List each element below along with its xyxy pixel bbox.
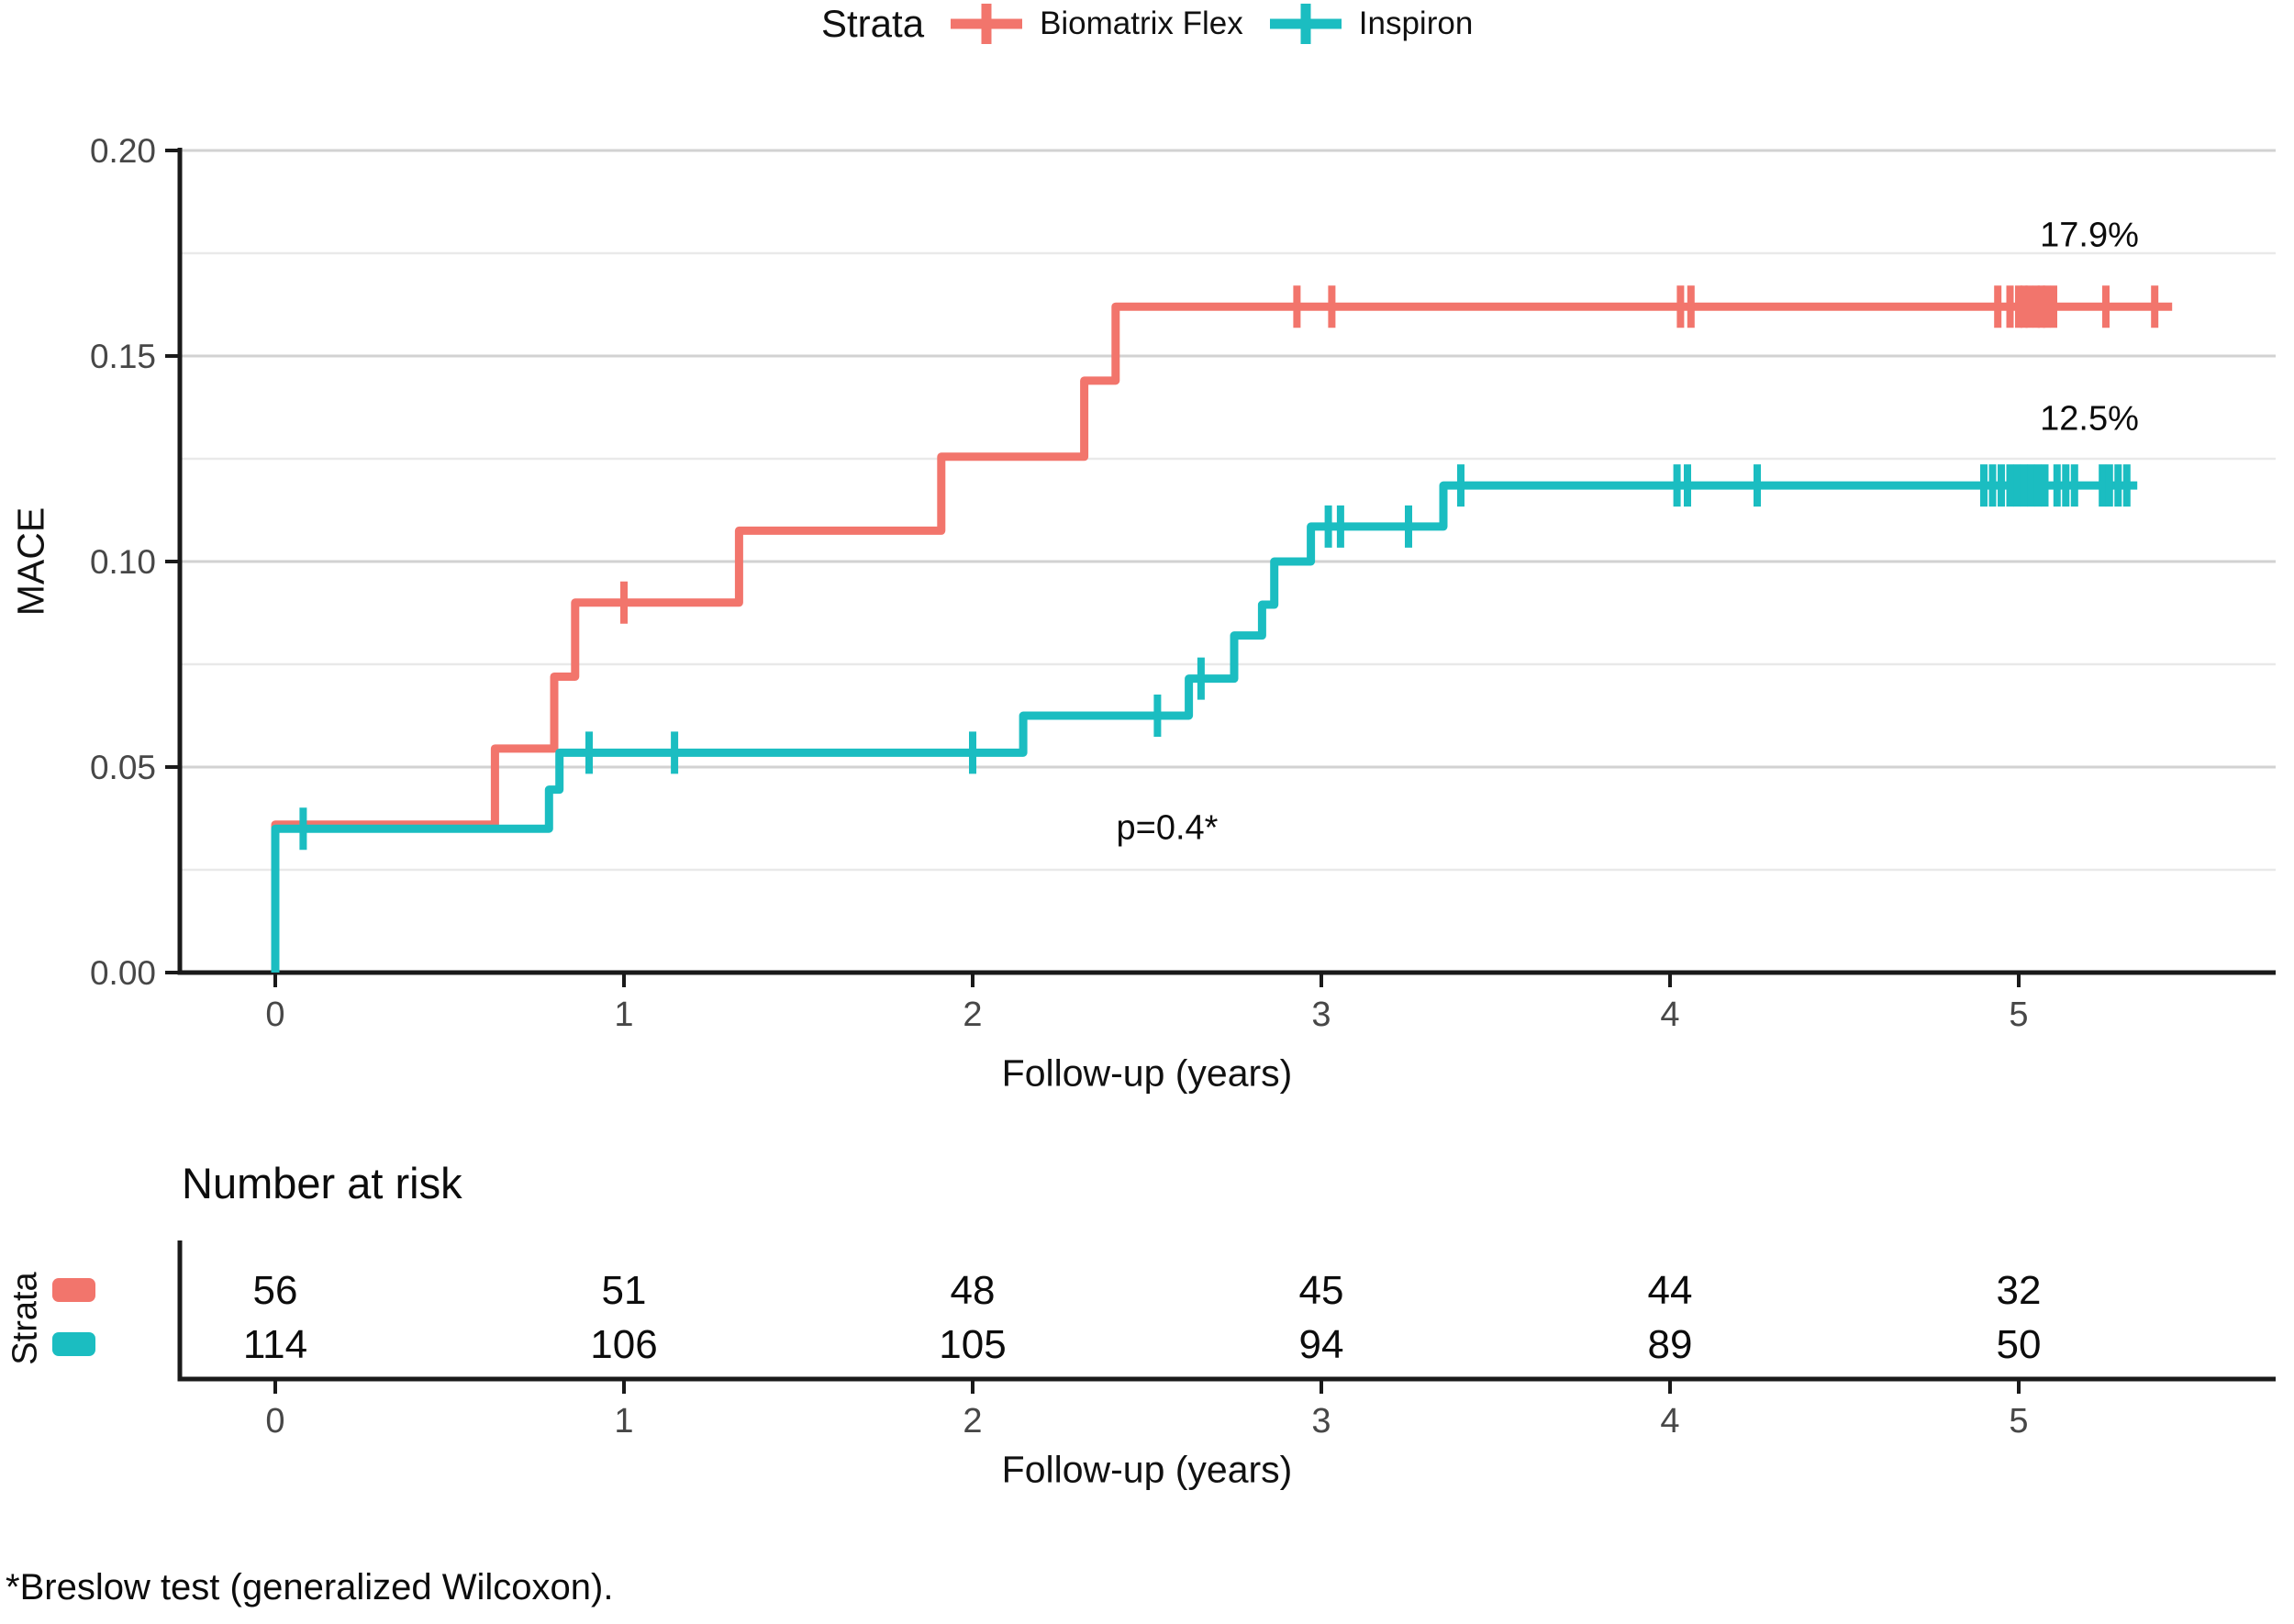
annotation-pvalue: p=0.4* bbox=[1116, 808, 1219, 848]
legend-item-biomatrix: Biomatrix Flex bbox=[948, 1, 1243, 47]
x-axis-title: Follow-up (years) bbox=[1001, 1051, 1293, 1095]
annotation-teal-final: 12.5% bbox=[2040, 399, 2139, 439]
risk-table-title: Number at risk bbox=[182, 1159, 462, 1207]
x-tick-label: 1 bbox=[614, 996, 633, 1034]
risk-count: 114 bbox=[243, 1322, 307, 1367]
y-tick-label: 0.05 bbox=[90, 749, 156, 786]
legend-label-biomatrix: Biomatrix Flex bbox=[1040, 6, 1243, 41]
risk-swatch-biomatrix-flex bbox=[52, 1278, 95, 1302]
x-tick-label: 5 bbox=[2009, 996, 2028, 1034]
risk-x-axis-title: Follow-up (years) bbox=[1001, 1448, 1293, 1491]
risk-count: 94 bbox=[1299, 1322, 1344, 1367]
y-axis-title: MACE bbox=[9, 506, 52, 617]
km-plot: 0.00 0.05 0.10 0.15 0.20 0 1 2 3 4 5 bbox=[90, 132, 2276, 1034]
risk-swatch-inspiron bbox=[52, 1332, 95, 1356]
y-tick-label: 0.20 bbox=[90, 132, 156, 170]
risk-x-tick-label: 0 bbox=[265, 1402, 284, 1440]
risk-count: 50 bbox=[1997, 1322, 2042, 1367]
risk-count: 32 bbox=[1997, 1268, 2042, 1313]
y-tick-label: 0.00 bbox=[90, 954, 156, 992]
x-tick-label: 3 bbox=[1311, 996, 1331, 1034]
risk-x-tick-label: 4 bbox=[1660, 1402, 1679, 1440]
risk-x-tick-label: 5 bbox=[2009, 1402, 2028, 1440]
censor-cross-icon-red bbox=[951, 4, 1023, 44]
x-tick-label: 4 bbox=[1660, 996, 1679, 1034]
risk-count: 51 bbox=[602, 1268, 647, 1313]
legend-title: Strata bbox=[821, 2, 925, 45]
censor-cross-icon-teal bbox=[1269, 4, 1342, 44]
x-tick-label: 2 bbox=[963, 996, 982, 1034]
risk-x-tick-label: 2 bbox=[963, 1402, 982, 1440]
x-tick-label: 0 bbox=[265, 996, 284, 1034]
footnote: *Breslow test (generalized Wilcoxon). bbox=[6, 1567, 614, 1607]
risk-x-tick-label: 1 bbox=[614, 1402, 633, 1440]
biomatrix-flex-curve bbox=[271, 302, 2173, 973]
risk-count: 105 bbox=[939, 1322, 1006, 1367]
risk-count: 56 bbox=[253, 1268, 298, 1313]
risk-count: 48 bbox=[951, 1268, 996, 1313]
legend-item-inspiron: Inspiron bbox=[1267, 1, 1474, 47]
risk-count: 44 bbox=[1648, 1268, 1693, 1313]
y-tick-label: 0.15 bbox=[90, 338, 156, 375]
legend: Strata Biomatrix Flex Inspiron bbox=[821, 0, 1473, 48]
risk-count: 45 bbox=[1299, 1268, 1344, 1313]
risk-count: 106 bbox=[590, 1322, 657, 1367]
inspiron-curve bbox=[271, 481, 2138, 973]
risk-x-tick-label: 3 bbox=[1311, 1402, 1331, 1440]
legend-label-inspiron: Inspiron bbox=[1358, 6, 1474, 41]
y-tick-label: 0.10 bbox=[90, 543, 156, 581]
annotation-red-final: 17.9% bbox=[2040, 216, 2139, 255]
risk-count: 89 bbox=[1648, 1322, 1693, 1367]
